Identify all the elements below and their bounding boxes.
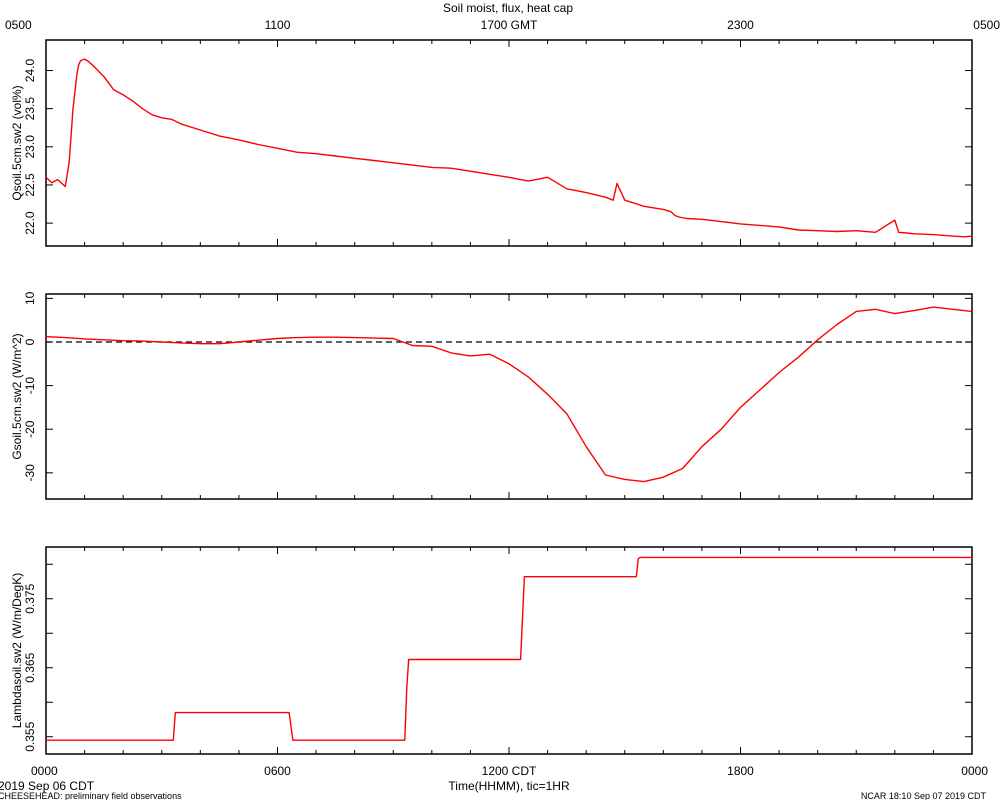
bottom-axis-tick-label: 1800 <box>727 764 754 778</box>
top-axis-tick-label: 0500 <box>5 18 32 32</box>
y-tick-label: 23.0 <box>23 135 37 159</box>
top-axis-tick-label: 1100 <box>265 18 291 32</box>
chart-panel-1: 22.0 22.5 23.0 23.5 24.0 Qsoil.5cm.sw2 (vol%) <box>10 39 973 247</box>
chart-panel-2: -30 -20 -10 0 10 Gsoil.5cm.sw2 (W/m^2) <box>10 291 973 500</box>
y-tick-label: 0.355 <box>23 721 37 751</box>
bottom-axis-tick-label: 0000 <box>961 764 988 778</box>
series-line-1 <box>46 556 972 741</box>
y-tick-label: 22.5 <box>23 173 37 197</box>
y-tick-label: 0.365 <box>23 652 37 682</box>
y-axis-label: Gsoil.5cm.sw2 (W/m^2) <box>10 333 24 459</box>
footer-stamp: NCAR 18:10 Sep 07 2019 CDT <box>861 791 987 800</box>
series-line-1 <box>45 58 973 238</box>
y-tick-label: 24.0 <box>23 59 37 83</box>
footer-date: 2019 Sep 06 CDT <box>0 779 95 793</box>
y-tick-label: -30 <box>23 464 37 482</box>
x-axis-label: Time(HHMM), tic=1HR <box>448 779 570 793</box>
chart-title: Soil moist, flux, heat cap <box>443 1 573 15</box>
y-axis-label: Qsoil.5cm.sw2 (vol%) <box>10 85 24 200</box>
y-tick-label: 22.0 <box>23 211 37 235</box>
bottom-axis-tick-label: 1200 CDT <box>482 764 537 778</box>
top-axis-tick-label: 1700 GMT <box>481 18 538 32</box>
chart-panels: 22.0 22.5 23.0 23.5 24.0 Qsoil.5cm.sw2 (vol%)… <box>5 18 1000 778</box>
top-axis-tick-label: 0500 <box>973 18 1000 32</box>
y-axis-label: Lambdasoil.sw2 (W/m/DegK) <box>10 573 24 728</box>
y-tick-label: -20 <box>23 420 37 438</box>
y-tick-label: 0 <box>23 338 37 345</box>
top-axis-tick-label: 2300 <box>727 18 754 32</box>
y-tick-label: 10 <box>23 291 37 305</box>
bottom-axis-tick-label: 0000 <box>31 764 58 778</box>
plot-frame <box>45 39 973 247</box>
plot-frame <box>45 293 973 500</box>
y-tick-label: -10 <box>23 377 37 395</box>
series-line-1 <box>45 306 973 483</box>
plot-frame <box>45 546 973 755</box>
footer-project: CHEESEHEAD: preliminary field observatio… <box>0 791 182 800</box>
bottom-axis-tick-label: 0600 <box>264 764 291 778</box>
y-tick-label: 0.375 <box>23 583 37 613</box>
y-tick-label: 23.5 <box>23 97 37 121</box>
